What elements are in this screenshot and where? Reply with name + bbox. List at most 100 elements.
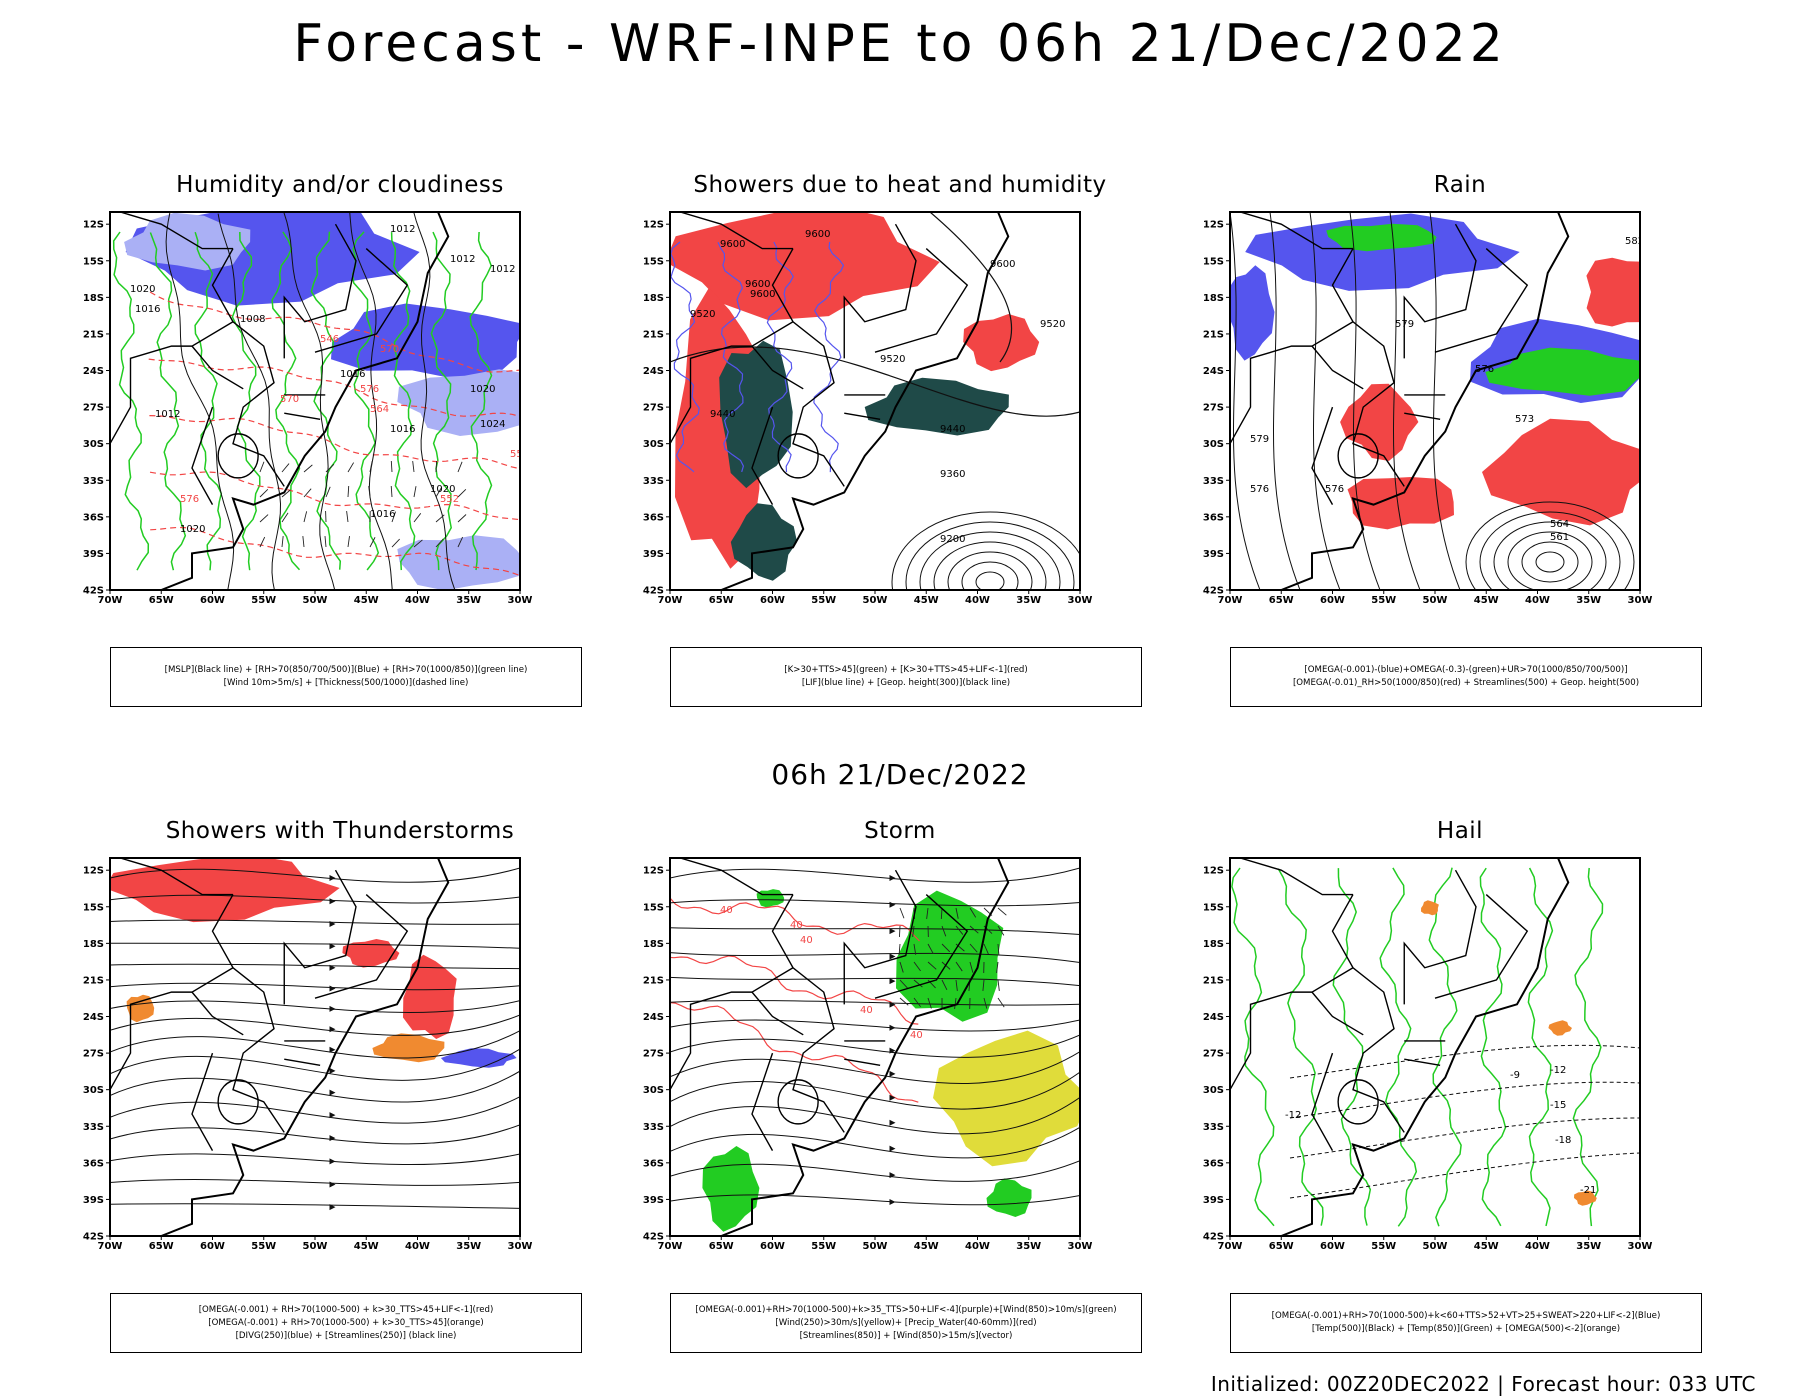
wind-vector <box>281 536 284 548</box>
contour-label: 40 <box>790 920 803 931</box>
streamline-arrow <box>329 985 336 992</box>
coastline <box>160 858 450 1236</box>
map-layers: 9600960096009600960095209520952094409440… <box>670 212 1080 590</box>
rh-green-contour <box>351 231 380 571</box>
wind-vector <box>281 512 289 523</box>
coastline <box>720 212 1010 590</box>
political-border <box>110 345 192 445</box>
streamline-arrow <box>889 928 896 935</box>
contour-ring <box>891 511 1080 590</box>
lat-label: 39S <box>83 549 104 560</box>
panel-humidity-cloudiness: Humidity and/or cloudiness 1012 1012 1012 1… <box>60 172 620 712</box>
wind-vector <box>457 461 463 473</box>
lon-label: 55W <box>811 595 836 606</box>
wind-vector <box>435 514 445 523</box>
wind-vector <box>913 997 921 1008</box>
omega-orange-area <box>1574 1190 1597 1206</box>
lon-label: 50W <box>303 595 328 606</box>
panel-legend: [MSLP](Black line) + [RH>70(850/700/500)… <box>110 647 582 707</box>
lon-label: 70W <box>658 1241 683 1252</box>
wind-vector <box>955 943 965 952</box>
lat-label: 30S <box>1203 439 1224 450</box>
wind-vector <box>927 961 937 970</box>
lon-label: 45W <box>1474 595 1499 606</box>
contour-label: 9520 <box>690 309 715 320</box>
wind-vector <box>899 925 901 938</box>
wind-vector <box>259 488 269 498</box>
political-border <box>771 894 845 1133</box>
coastline <box>160 212 450 590</box>
temp850-green-line <box>1428 867 1462 1227</box>
lat-label: 42S <box>83 1232 104 1243</box>
wind-vector <box>899 907 905 919</box>
contour-label: 9520 <box>880 354 905 365</box>
lon-label: 60W <box>1320 595 1345 606</box>
streamline <box>110 919 520 925</box>
lat-label: 39S <box>1203 549 1224 560</box>
uruguay-border <box>777 1079 819 1125</box>
uruguay-border <box>1337 1079 1379 1125</box>
lat-label: 18S <box>643 939 664 950</box>
streamline <box>110 1000 520 1013</box>
lon-label: 30W <box>1068 1241 1093 1252</box>
wind-vector <box>325 464 335 473</box>
political-border <box>284 1040 326 1066</box>
mslp-isobar <box>283 212 336 590</box>
political-border <box>680 212 793 250</box>
contour-label: 1020 <box>470 384 495 395</box>
streamline-arrow <box>889 1094 896 1101</box>
streamline <box>670 952 1080 964</box>
panel-title: Rain <box>1433 172 1487 198</box>
lat-label: 36S <box>643 512 664 523</box>
streamline <box>670 899 1080 907</box>
wind-vector <box>927 979 936 989</box>
streamline-arrow <box>329 875 336 881</box>
streamline <box>670 867 1080 883</box>
wind-vector <box>259 536 266 548</box>
political-border <box>843 869 917 1005</box>
omega-orange-area <box>1421 900 1439 916</box>
rh-high-area <box>397 369 520 436</box>
lat-label: 42S <box>643 1232 664 1243</box>
lat-label: 15S <box>643 256 664 267</box>
contour-label: 1016 <box>370 509 395 520</box>
contour-ring <box>1493 521 1607 590</box>
contour-label: 1020 <box>180 524 205 535</box>
lat-label: 15S <box>83 256 104 267</box>
streamline-arrow <box>329 1089 336 1096</box>
streamline-arrow <box>329 1204 336 1211</box>
contour-label: -12 <box>1550 1065 1566 1076</box>
streamline-arrow <box>889 1047 896 1054</box>
rh-green-contour <box>271 231 301 571</box>
contour-label: 1012 <box>390 224 415 235</box>
contour-label: 9600 <box>805 229 830 240</box>
contour-label: 579 <box>1395 319 1414 330</box>
lat-label: 39S <box>83 1195 104 1206</box>
contour-label: 576 <box>360 384 379 395</box>
contour-label: 9600 <box>990 259 1015 270</box>
legend-line: [Wind 10m>5m/s] + [Thickness(500/1000)](… <box>223 678 469 688</box>
map-svg: -12 -12 -15 -18 -21 -9 12S 15S 18S 21S 24S 27S 30S 33… <box>1203 857 1652 1252</box>
panel-title: Humidity and/or cloudiness <box>176 172 504 198</box>
lat-label: 18S <box>83 293 104 304</box>
streamline-arrow <box>329 943 336 950</box>
legend-line: [OMEGA(-0.01)_RH>50(1000/850)(red) + Str… <box>1292 678 1640 688</box>
omega-blue-area <box>1230 265 1275 361</box>
legend-line: [OMEGA(-0.001) + RH>70(1000-500) + k>30_… <box>208 1317 484 1328</box>
streamline <box>110 942 520 949</box>
lat-label: 27S <box>1203 403 1224 414</box>
streamline <box>1230 212 1261 590</box>
wind-vector <box>259 461 265 473</box>
lat-label: 15S <box>1203 256 1224 267</box>
lat-label: 27S <box>83 1049 104 1060</box>
mslp-isobar <box>413 212 456 590</box>
lat-label: 30S <box>643 439 664 450</box>
lat-label: 21S <box>83 329 104 340</box>
rh-red-area <box>1482 418 1640 526</box>
lon-label: 35W <box>1576 1241 1601 1252</box>
streamline <box>670 1034 1080 1058</box>
lon-label: 40W <box>405 595 430 606</box>
wind-vector <box>997 925 1005 936</box>
wind-vector <box>391 511 396 523</box>
